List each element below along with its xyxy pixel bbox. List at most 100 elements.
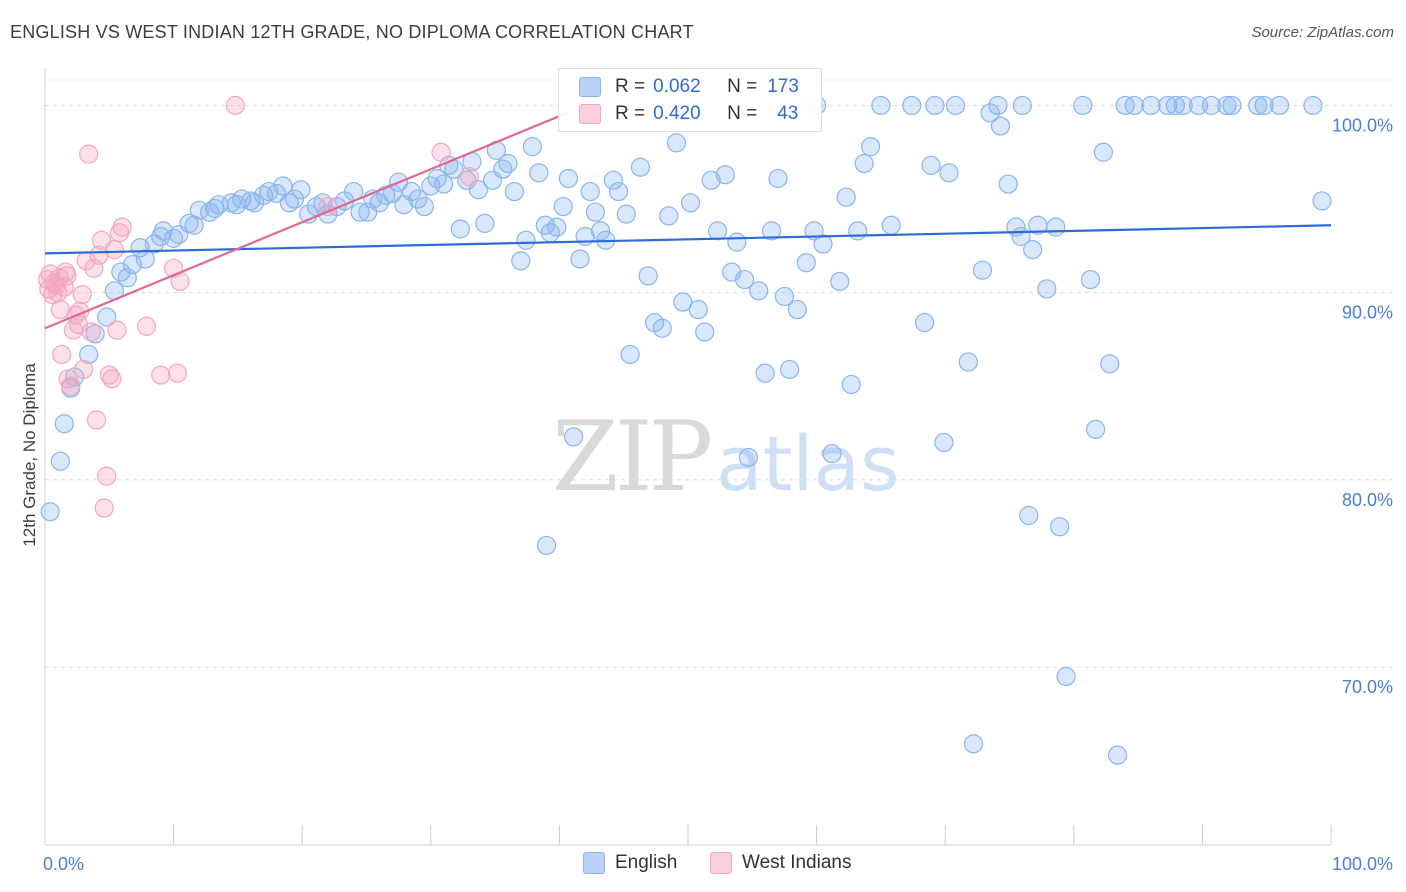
- west-indians-point: [459, 166, 479, 187]
- english-point: [414, 196, 434, 217]
- english-point: [1073, 95, 1093, 116]
- west-indians-point: [73, 359, 94, 380]
- y-tick-label: 100.0%: [1332, 115, 1393, 135]
- english-point: [284, 189, 305, 209]
- english-point: [585, 202, 606, 222]
- west-indians-point: [318, 196, 338, 217]
- legend-row-english: R = 0.062 N = 173: [579, 74, 799, 100]
- english-point: [830, 271, 850, 292]
- west-indians-point: [167, 363, 188, 383]
- english-point: [680, 193, 701, 213]
- english-point: [580, 181, 600, 202]
- english-point: [925, 95, 945, 116]
- english-point: [291, 180, 311, 200]
- english-point: [1019, 505, 1039, 526]
- english-point: [715, 165, 735, 185]
- series-legend: English West Indians: [0, 852, 1406, 878]
- english-swatch: [583, 852, 605, 874]
- english-point: [990, 116, 1011, 136]
- stats-legend: R = 0.062 N = 173 R = 0.420 N = 43: [558, 68, 822, 132]
- english-point: [727, 232, 747, 252]
- english-point: [1222, 95, 1242, 116]
- english-point: [774, 286, 795, 307]
- english-swatch: [579, 77, 601, 97]
- west-indians-point: [81, 322, 101, 342]
- english-point: [1100, 354, 1120, 374]
- y-tick-label: 90.0%: [1342, 303, 1393, 323]
- english-point: [450, 219, 470, 239]
- english-point: [468, 180, 488, 200]
- english-point: [1303, 95, 1323, 116]
- english-point: [861, 137, 881, 157]
- english-point: [135, 249, 155, 269]
- english-point: [313, 193, 333, 213]
- english-point: [547, 217, 567, 237]
- y-tick-label: 70.0%: [1342, 677, 1393, 697]
- west-indians-point: [104, 240, 125, 260]
- english-point: [1046, 217, 1066, 237]
- english-point: [813, 234, 833, 254]
- english-point: [659, 206, 679, 226]
- r-value-english: 0.062: [653, 76, 701, 97]
- english-point: [164, 228, 184, 248]
- english-point: [871, 95, 891, 116]
- english-point: [673, 292, 693, 312]
- west-indians-point: [72, 284, 92, 305]
- english-point: [963, 734, 984, 754]
- west-indians-point: [91, 230, 112, 250]
- west-indians-point: [151, 365, 171, 385]
- english-point: [701, 170, 721, 190]
- english-point: [273, 176, 293, 196]
- legend-label-west-indians: West Indians: [742, 852, 852, 873]
- english-point: [1093, 142, 1113, 162]
- source-label: Source: ZipAtlas.com: [1251, 24, 1394, 41]
- english-point: [1012, 95, 1032, 116]
- english-point: [408, 189, 428, 209]
- west-indians-swatch: [579, 104, 601, 124]
- english-point: [536, 535, 557, 556]
- english-point: [603, 170, 624, 190]
- west-indians-swatch: [710, 852, 732, 874]
- english-point: [1217, 95, 1237, 116]
- west-indians-point: [58, 369, 78, 389]
- english-point: [1173, 95, 1193, 116]
- west-indians-point: [112, 217, 132, 237]
- english-point: [401, 181, 422, 202]
- english-point: [1086, 419, 1106, 439]
- english-point: [768, 168, 788, 189]
- legend-item-english: English: [583, 852, 677, 874]
- english-point: [54, 414, 74, 434]
- english-point: [511, 251, 531, 271]
- english-point: [854, 153, 874, 174]
- x-tick-label-min: 0.0%: [43, 854, 84, 874]
- west-indians-point: [86, 410, 107, 430]
- english-point: [266, 183, 287, 204]
- data-points: [37, 95, 1332, 765]
- west-indians-point: [54, 277, 74, 297]
- english-point: [608, 181, 629, 202]
- english-point: [40, 502, 60, 522]
- english-point: [755, 363, 775, 383]
- english-point: [848, 221, 868, 241]
- trend-lines: [44, 111, 1332, 330]
- english-point: [50, 451, 71, 471]
- english-point: [972, 260, 993, 280]
- legend-label-english: English: [615, 852, 678, 873]
- english-point: [841, 374, 861, 395]
- english-point: [558, 168, 579, 189]
- english-point: [144, 234, 164, 254]
- legend-row-west-indians: R = 0.420 N = 43: [579, 101, 798, 127]
- english-point: [620, 344, 640, 365]
- english-point: [1107, 745, 1128, 765]
- english-point: [902, 95, 922, 116]
- english-point: [279, 193, 299, 213]
- english-point: [522, 137, 542, 157]
- english-point: [836, 187, 856, 207]
- english-point: [516, 230, 536, 250]
- r-value-west-indians: 0.420: [653, 103, 701, 124]
- west-indians-point: [52, 344, 72, 365]
- english-point: [590, 221, 611, 241]
- english-point: [749, 281, 769, 301]
- english-point: [553, 196, 573, 217]
